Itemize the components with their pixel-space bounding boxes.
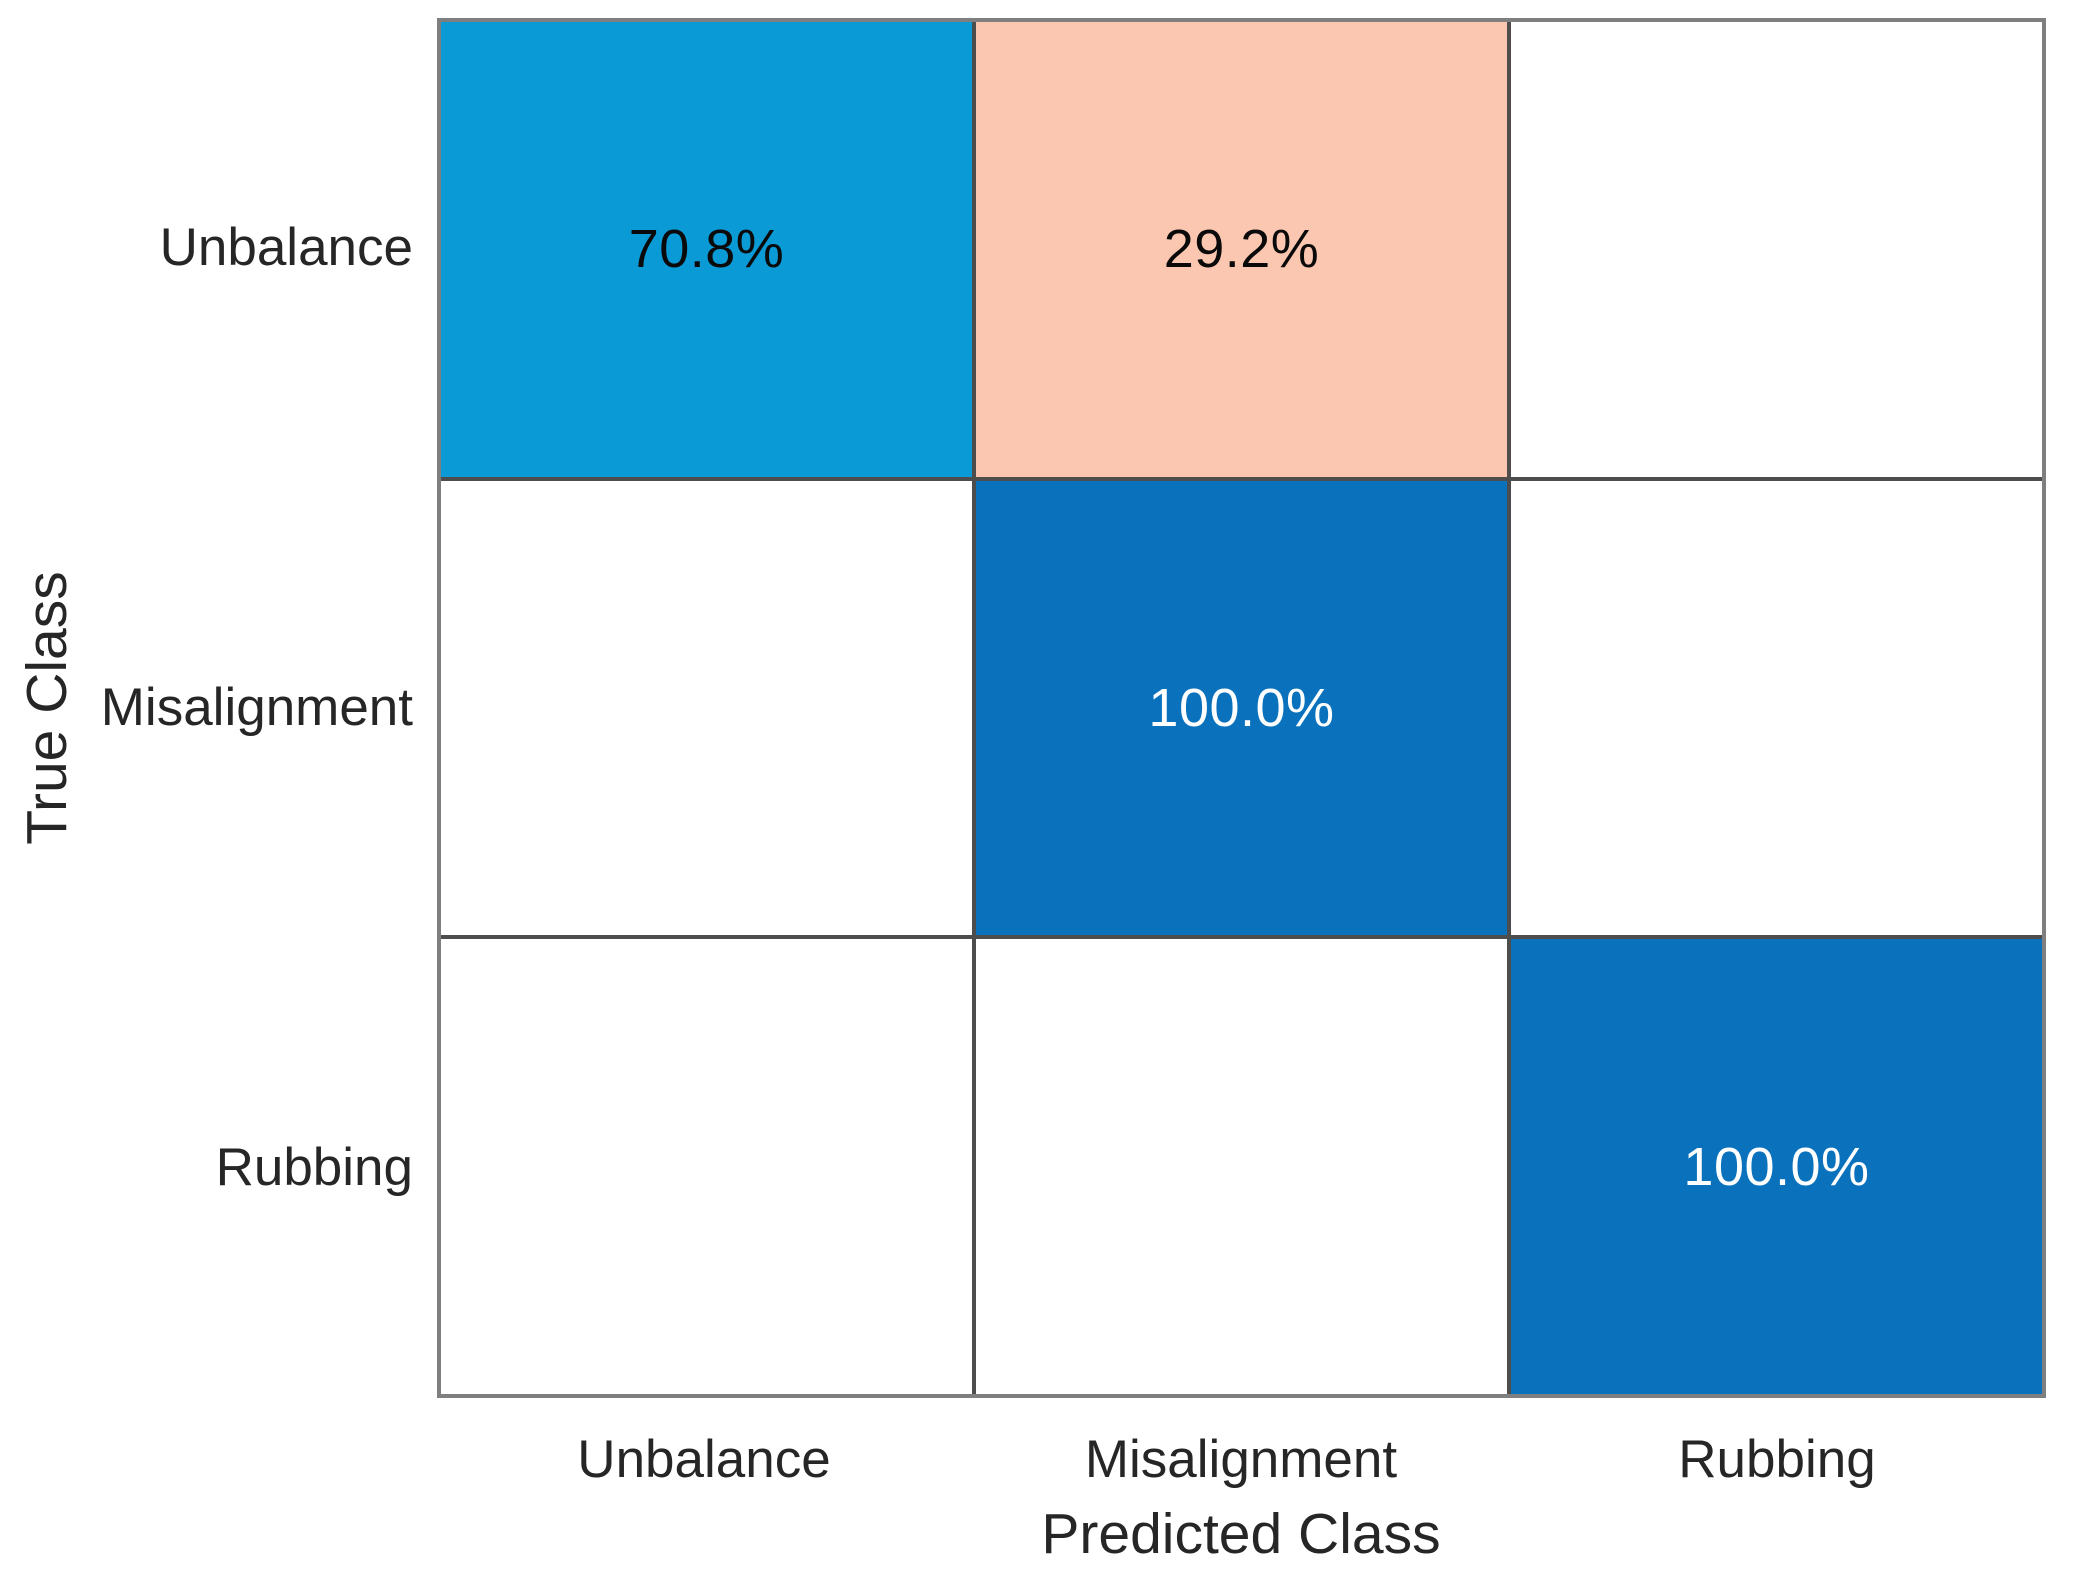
cell-unbalance-rubbing <box>1511 22 2042 477</box>
cell-misalignment-unbalance <box>441 480 972 936</box>
cell-unbalance-misalignment: 29.2% <box>976 22 1507 477</box>
y-tick-unbalance: Unbalance <box>159 218 413 277</box>
y-tick-misalignment: Misalignment <box>100 678 413 737</box>
cell-misalignment-misalignment: 100.0% <box>976 480 1507 936</box>
x-tick-misalignment: Misalignment <box>1084 1430 1398 1489</box>
cell-rubbing-misalignment <box>976 939 1507 1394</box>
y-tick-rubbing: Rubbing <box>215 1138 413 1197</box>
cell-misalignment-rubbing <box>1511 480 2042 936</box>
confusion-matrix-grid: 70.8% 29.2% 100.0% 100.0% <box>437 18 2046 1398</box>
cell-unbalance-unbalance: 70.8% <box>441 22 972 477</box>
x-tick-unbalance: Unbalance <box>577 1430 831 1489</box>
x-tick-rubbing: Rubbing <box>1678 1430 1876 1489</box>
cell-rubbing-unbalance <box>441 939 972 1394</box>
cell-rubbing-rubbing: 100.0% <box>1511 939 2042 1394</box>
x-axis-title: Predicted Class <box>1041 1502 1441 1566</box>
